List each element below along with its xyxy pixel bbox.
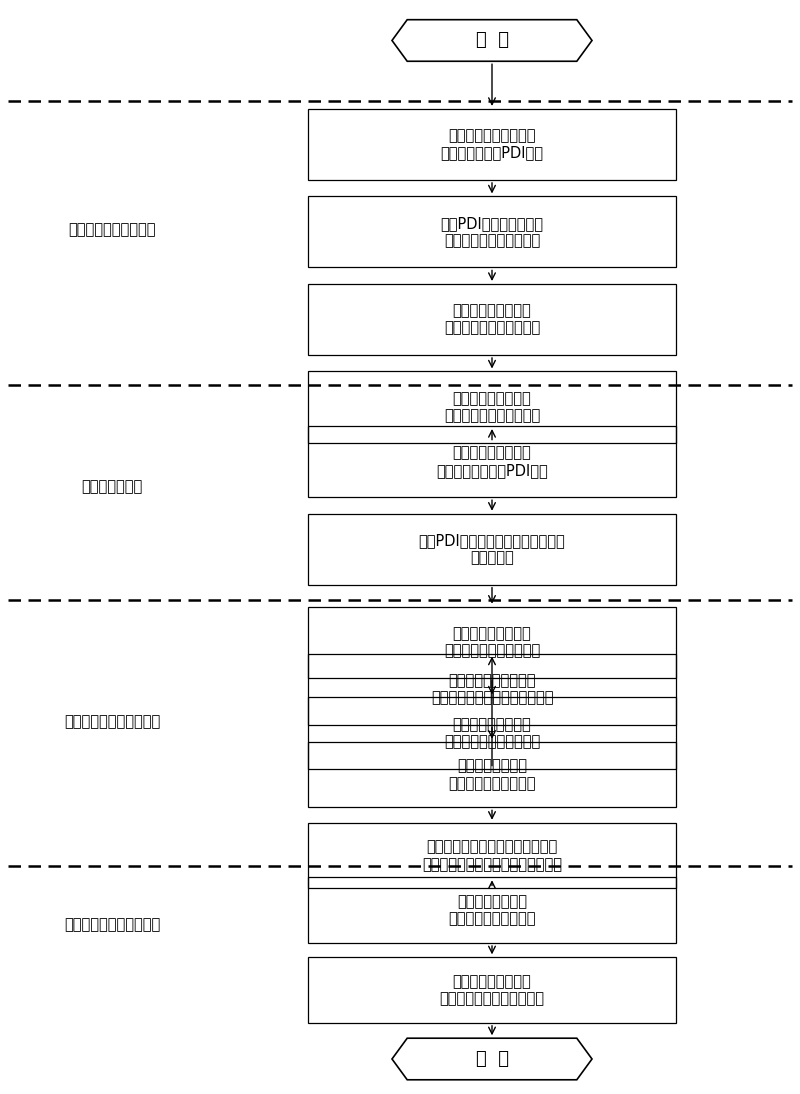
Text: 轧机二级向超快冷过
程自动化系统发送PDI参数: 轧机二级向超快冷过 程自动化系统发送PDI参数 <box>436 445 548 478</box>
Bar <box>308 197 676 267</box>
Text: 倒数第二道次抛钢时刻: 倒数第二道次抛钢时刻 <box>68 222 156 237</box>
Text: 生成冷却结果报表并
上传给轧机过程自动化系统: 生成冷却结果报表并 上传给轧机过程自动化系统 <box>439 974 545 1006</box>
Text: 将辊道速度下发给
超快冷基础自动化系统: 将辊道速度下发给 超快冷基础自动化系统 <box>448 758 536 791</box>
Bar <box>308 427 676 497</box>
Text: 将冷却工艺下发给超
快冷基础自动化系统执行: 将冷却工艺下发给超 快冷基础自动化系统执行 <box>444 717 540 749</box>
Bar <box>308 742 676 807</box>
Bar <box>308 877 676 943</box>
Bar <box>308 823 676 888</box>
Text: 基于钢板轧后实测温度
进行超快冷过程辊道速度的设定: 基于钢板轧后实测温度 进行超快冷过程辊道速度的设定 <box>430 673 554 706</box>
Bar <box>308 698 676 768</box>
Bar <box>308 514 676 584</box>
Text: 开  始: 开 始 <box>475 32 509 49</box>
Bar <box>308 108 676 179</box>
Text: 根据钢板冷后实测
温度进行模型的自学习: 根据钢板冷后实测 温度进行模型的自学习 <box>448 894 536 927</box>
Text: 钢板尾部通过轧后测温仪: 钢板尾部通过轧后测温仪 <box>64 714 160 730</box>
Text: 钢板尾部通过冷后测温仪: 钢板尾部通过冷后测温仪 <box>64 917 160 932</box>
Bar <box>308 606 676 678</box>
Text: 判断PDI参数是否合理，不合理则输
出错误信息: 判断PDI参数是否合理，不合理则输 出错误信息 <box>418 533 566 566</box>
Bar <box>308 957 676 1023</box>
Text: 超快冷基础自动化系统将辊道速度
制度转发给轧机基础自动化系统执行: 超快冷基础自动化系统将辊道速度 制度转发给轧机基础自动化系统执行 <box>422 839 562 872</box>
Text: 利用温度场耦合控制
方法设定钢板的冷却工艺: 利用温度场耦合控制 方法设定钢板的冷却工艺 <box>444 303 540 336</box>
Text: 轧机二级向超快冷过程
自动化系统发送PDI参数: 轧机二级向超快冷过程 自动化系统发送PDI参数 <box>441 128 543 161</box>
Text: 末道次抛钢时刻: 末道次抛钢时刻 <box>82 479 142 494</box>
Text: 判断PDI参数是否合理，
若不合理则输出错误信息: 判断PDI参数是否合理， 若不合理则输出错误信息 <box>441 216 543 248</box>
Text: 结  束: 结 束 <box>475 1050 509 1068</box>
Text: 利用温度场耦合控制
方法进行冷却工艺的修正: 利用温度场耦合控制 方法进行冷却工艺的修正 <box>444 626 540 659</box>
Bar <box>308 372 676 442</box>
Bar <box>308 653 676 724</box>
Bar <box>308 284 676 354</box>
Text: 将冷却工艺下发给超
快冷基础自动化系统执行: 将冷却工艺下发给超 快冷基础自动化系统执行 <box>444 391 540 423</box>
